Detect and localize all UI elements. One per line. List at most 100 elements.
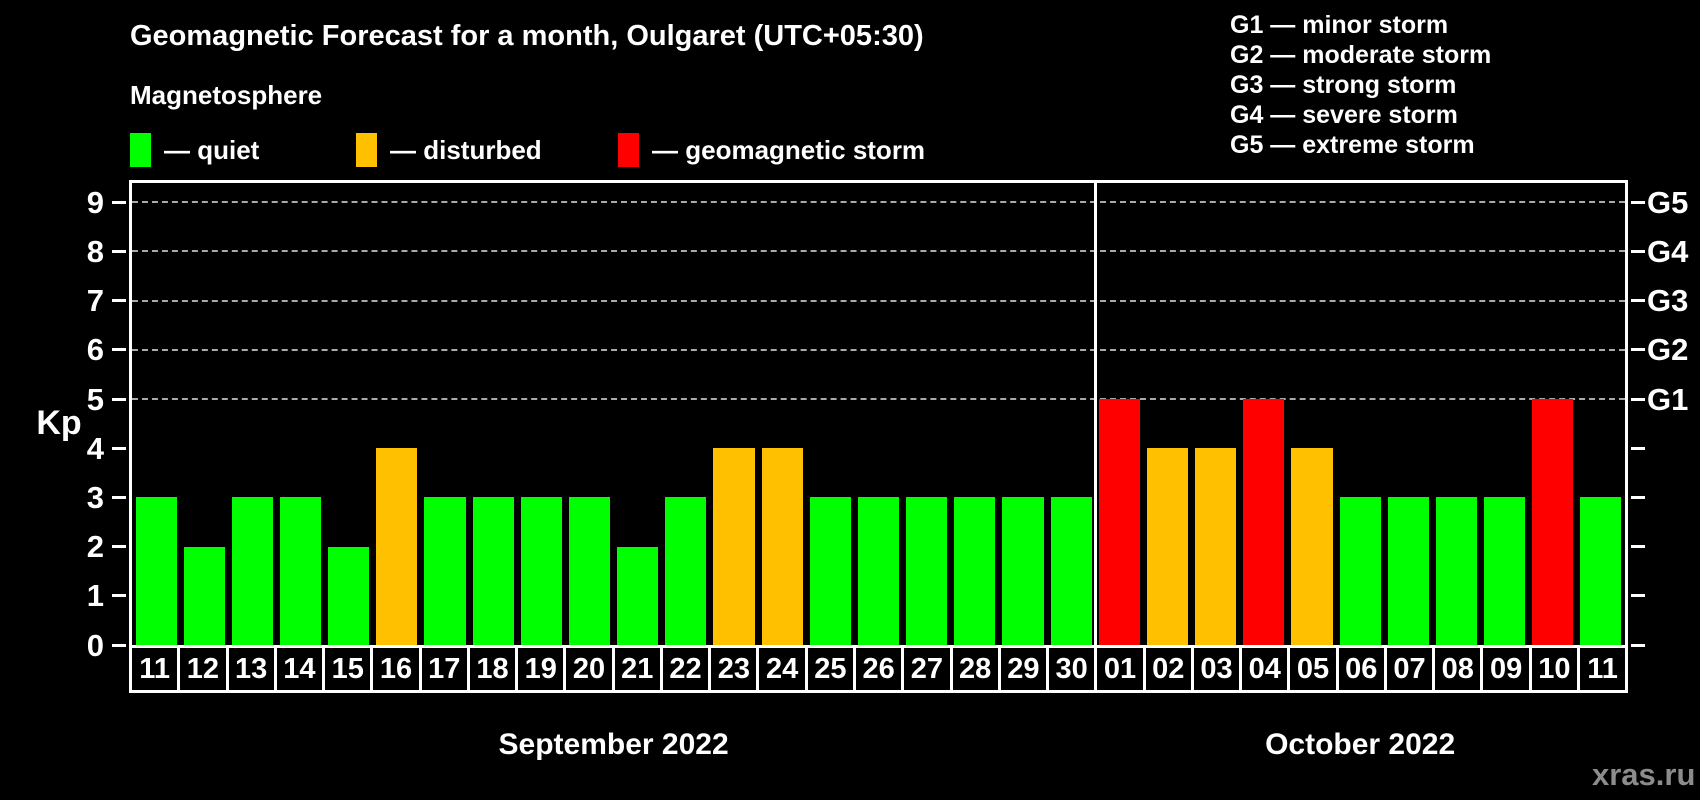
kp-bar-26	[857, 497, 900, 645]
day-label: 15	[322, 645, 374, 693]
plot-area: 0 1 2 3 4 5 6 7 8 9 G5 G4 G3 G2 G1 Kp	[36, 180, 1688, 663]
y-tick-label: 5	[86, 381, 104, 417]
kp-bar-10	[1532, 399, 1574, 645]
day-label: 18	[466, 645, 519, 693]
day-label: 21	[611, 645, 663, 693]
kp-bar-13	[231, 497, 273, 645]
gridline-kp6	[132, 348, 1625, 351]
day-label: 14	[273, 645, 326, 693]
kp-bar-07	[1387, 497, 1429, 645]
y-tick	[1631, 594, 1645, 598]
day-label: 24	[756, 645, 808, 693]
g-level-label: G4	[1647, 233, 1689, 269]
kp-bar-25	[809, 497, 851, 645]
day-label: 13	[225, 645, 277, 693]
gridline-kp5	[132, 398, 1625, 400]
month-label: September 2022	[498, 728, 729, 761]
day-label: 09	[1480, 645, 1532, 693]
kp-bar-01	[1098, 399, 1140, 645]
month-separator	[1093, 183, 1097, 645]
storm-scale-item-g4: G4 — severe storm	[1230, 101, 1458, 129]
disturbed-color-swatch	[356, 133, 377, 167]
y-tick	[112, 397, 126, 401]
kp-bar-28	[954, 497, 996, 645]
gridline-kp8	[132, 250, 1625, 253]
day-label: 28	[949, 645, 1001, 693]
y-tick	[1631, 643, 1645, 647]
day-label: 23	[708, 645, 760, 693]
kp-bar-08	[1435, 497, 1477, 645]
kp-bar-15	[328, 546, 370, 645]
y-tick	[112, 545, 126, 549]
kp-bar-20	[568, 497, 611, 645]
kp-bar-17	[424, 497, 466, 645]
g-level-label: G2	[1647, 332, 1689, 368]
legend-label-storm: — geomagnetic storm	[652, 134, 926, 165]
y-tick-label: 7	[86, 283, 104, 319]
day-label: 25	[804, 645, 856, 693]
kp-bar-19	[520, 497, 562, 645]
kp-bar-18	[472, 497, 514, 645]
chart-subtitle: Magnetosphere	[130, 80, 323, 110]
day-label: 10	[1528, 645, 1580, 693]
day-label: 08	[1432, 645, 1484, 693]
day-label: 27	[901, 645, 953, 693]
kp-bar-27	[906, 497, 948, 645]
y-tick	[112, 446, 126, 450]
quiet-color-swatch	[130, 133, 151, 167]
storm-scale-item-g1: G1 — minor storm	[1230, 11, 1449, 39]
kp-bar-30	[1050, 497, 1092, 645]
kp-bar-05	[1291, 448, 1333, 645]
kp-bar-09	[1484, 497, 1526, 645]
watermark: xras.ru	[1592, 757, 1696, 792]
y-tick	[1631, 446, 1645, 450]
y-axis-title: Kp	[36, 403, 82, 442]
day-label: 07	[1383, 645, 1436, 693]
y-tick-label: 2	[86, 529, 104, 565]
y-tick	[1631, 299, 1645, 303]
storm-scale-item-g5: G5 — extreme storm	[1230, 131, 1475, 159]
day-label: 02	[1142, 645, 1194, 693]
storm-scale-item-g2: G2 — moderate storm	[1230, 41, 1492, 69]
kp-bar-29	[1002, 497, 1044, 645]
g-level-label: G1	[1647, 381, 1689, 417]
day-label-row: 11 12 13 14 15 16 17 18 19 20 21 22 23 24 25 26 27 28 29 30…	[129, 645, 1629, 693]
y-tick	[1631, 348, 1645, 352]
y-tick	[1631, 397, 1645, 401]
y-tick	[1631, 249, 1645, 253]
day-label: 30	[1046, 645, 1098, 693]
kp-bar-23	[713, 448, 755, 645]
kp-bar-14	[279, 497, 322, 645]
day-label: 06	[1335, 645, 1387, 693]
kp-bar-04	[1243, 399, 1285, 645]
storm-color-swatch	[618, 133, 639, 167]
y-tick-label: 0	[86, 627, 104, 663]
day-label: 12	[177, 645, 229, 693]
y-tick-label: 8	[86, 233, 104, 269]
day-label: 29	[997, 645, 1050, 693]
day-label: 04	[1239, 645, 1291, 693]
g-level-label: G5	[1647, 184, 1689, 220]
day-label: 11	[1576, 645, 1629, 693]
kp-bar-24	[761, 448, 803, 645]
y-tick	[112, 495, 126, 499]
kp-bar-11	[135, 497, 177, 645]
kp-bar-21	[617, 546, 659, 645]
month-label: October 2022	[1265, 728, 1456, 761]
day-label: 26	[852, 645, 905, 693]
storm-scale-item-g3: G3 — strong storm	[1230, 71, 1457, 99]
kp-bar-22	[665, 497, 707, 645]
y-tick-label: 9	[86, 184, 104, 220]
y-tick-label: 1	[86, 578, 104, 614]
y-tick	[1631, 495, 1645, 499]
day-label: 16	[370, 645, 422, 693]
day-label: 20	[563, 645, 615, 693]
day-label: 11	[129, 645, 181, 693]
y-tick	[112, 594, 126, 598]
gridline-kp7	[132, 299, 1625, 302]
g-level-label: G3	[1647, 283, 1689, 319]
y-tick	[112, 200, 126, 204]
day-label: 03	[1190, 645, 1243, 693]
y-tick-label: 6	[86, 332, 104, 368]
